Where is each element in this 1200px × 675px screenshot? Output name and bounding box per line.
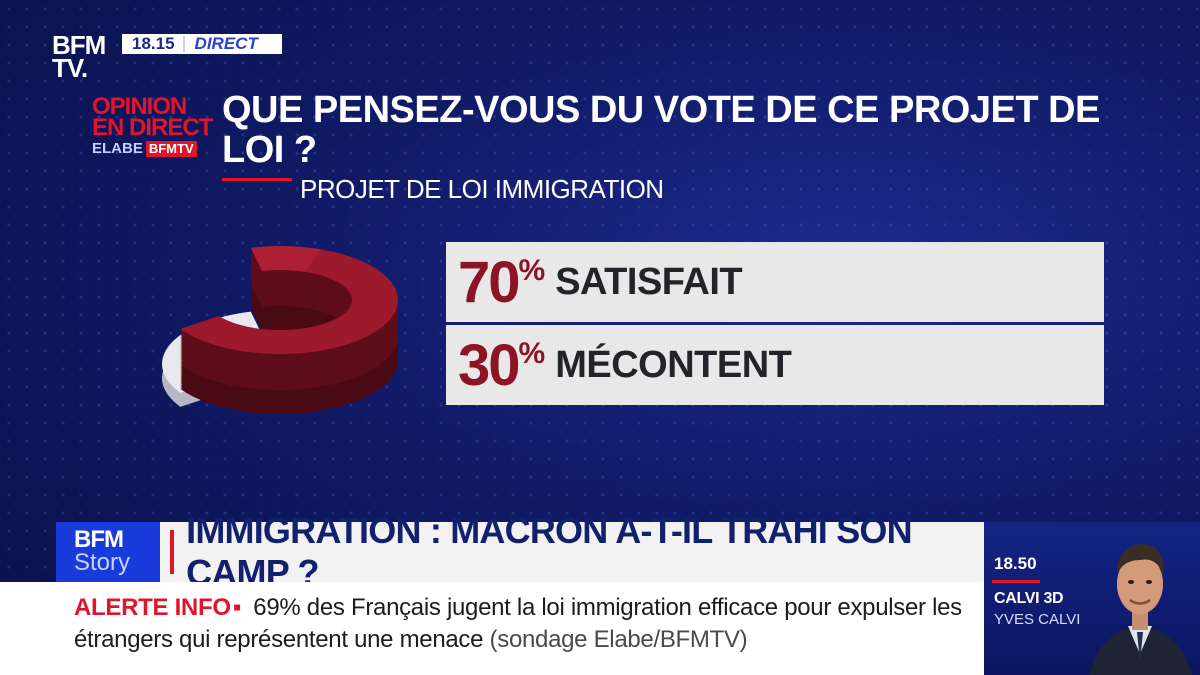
brand-partner: ELABE (92, 140, 143, 157)
channel-logo-line2: TV. (52, 53, 88, 83)
ticker-text: 69% des Français jugent la loi immigrati… (74, 594, 962, 653)
brand-partner-channel: BFMTV (145, 140, 197, 157)
live-label: DIRECT (194, 34, 258, 53)
headline-text: IMMIGRATION : MACRON A-T-IL TRAHI SON CA… (186, 510, 912, 593)
channel-logo-line1: BFM (52, 30, 106, 60)
result-unit: % (518, 254, 546, 287)
donut-slice-highlight (250, 246, 321, 272)
story-logo-line2: Story (74, 549, 131, 576)
result-label: SATISFAIT (555, 260, 743, 303)
program-host: YVES CALVI (994, 611, 1081, 628)
host-portrait (1090, 544, 1192, 675)
story-logo-line1: BFM (74, 526, 124, 553)
alert-separator: ▪ (232, 594, 242, 621)
result-row-satisfait: 70 % SATISFAIT (446, 242, 1104, 322)
result-row-mecontent: 30 % MÉCONTENT (446, 325, 1104, 405)
bfm-story-logo: BFM Story (56, 522, 161, 582)
result-unit: % (518, 337, 546, 370)
headline-divider (170, 530, 175, 574)
opinion-en-direct-logo: OPINION EN DIRECT ELABE BFMTV (92, 93, 214, 158)
result-value: 30 (458, 332, 520, 398)
headline-bar: BFM Story IMMIGRATION : MACRON A-T-IL TR… (56, 510, 984, 593)
alert-label: ALERTE INFO (74, 594, 231, 621)
program-time: 18.50 (994, 554, 1037, 573)
program-rule (992, 580, 1040, 583)
brand-line1: OPINION (92, 93, 187, 120)
result-value: 70 (458, 249, 520, 315)
subtitle-rule (222, 178, 292, 181)
result-label: MÉCONTENT (555, 343, 792, 386)
donut-slice-satisfait (180, 246, 398, 354)
program-box: 18.50 CALVI 3D YVES CALVI (984, 522, 1200, 675)
poll-question: QUE PENSEZ-VOUS DU VOTE DE CE PROJET DE … (222, 89, 1100, 171)
program-name: CALVI 3D (994, 590, 1064, 607)
channel-logo: BFM TV. (52, 32, 106, 83)
brand-line2: EN DIRECT (92, 114, 213, 141)
poll-subtitle: PROJET DE LOI IMMIGRATION (300, 174, 664, 204)
news-ticker: ALERTE INFO▪ 69% des Français jugent la … (0, 582, 984, 675)
clock-time: 18.15 (122, 35, 185, 52)
ticker-source: (sondage Elabe/BFMTV) (489, 626, 748, 653)
donut-chart-svg (162, 246, 398, 414)
donut-chart (120, 220, 440, 470)
live-time-badge: 18.15 DIRECT (122, 34, 282, 54)
results-panel: 70 % SATISFAIT 30 % MÉCONTENT (446, 242, 1104, 408)
